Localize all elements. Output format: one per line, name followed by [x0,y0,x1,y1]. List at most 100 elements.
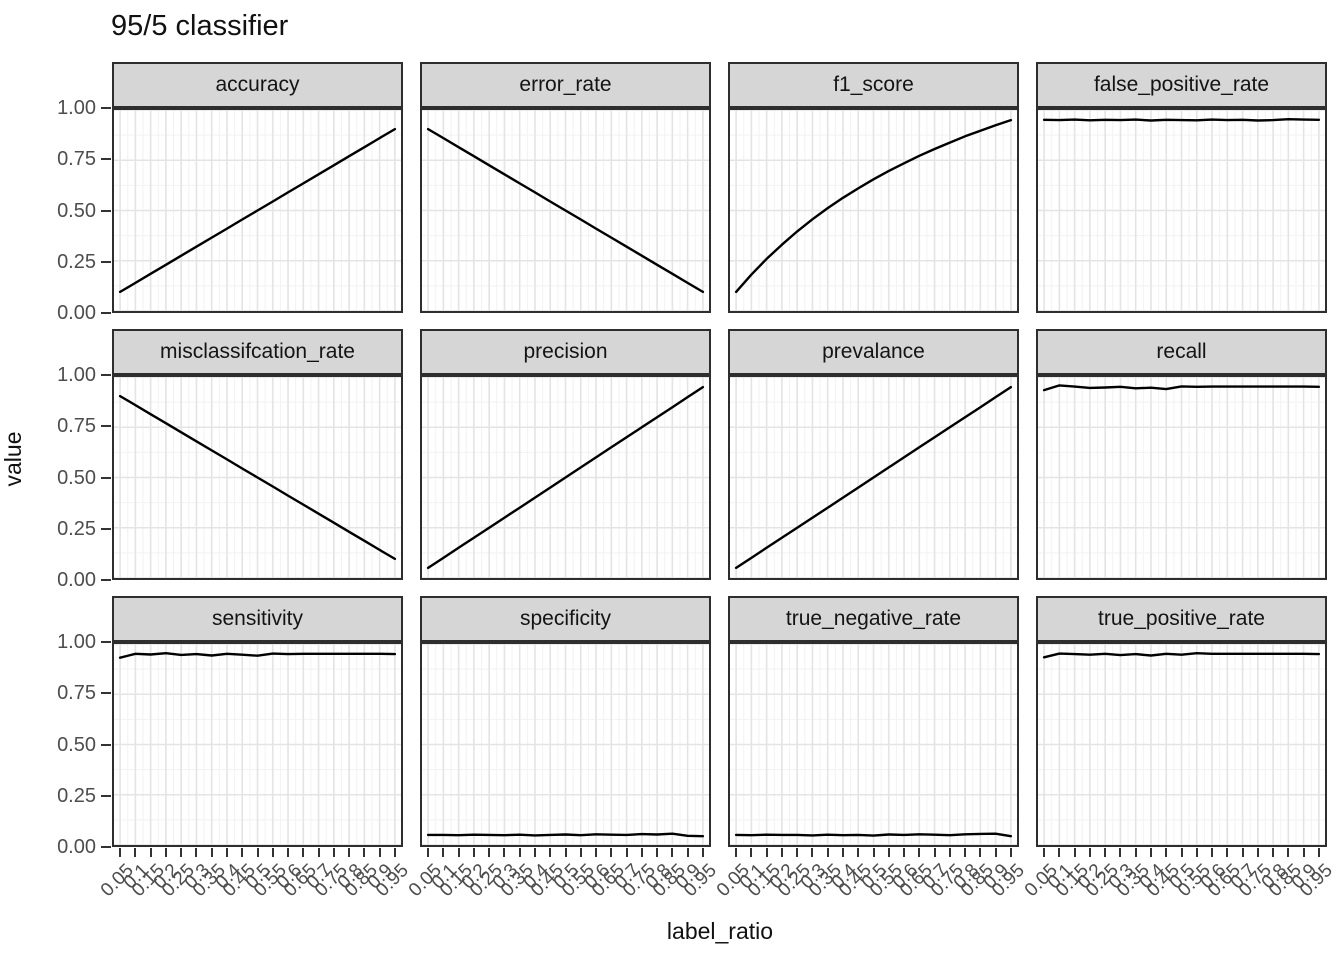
y-tick-label: 0.25 [57,784,96,807]
y-tick-mark [101,260,111,263]
x-tick-mark [271,848,274,857]
facet-panel-error_rate [420,108,711,313]
x-tick-mark [1211,848,1214,857]
facet-strip-true_positive_rate: true_positive_rate [1036,596,1327,642]
x-tick-mark [933,848,936,857]
x-tick-mark [164,848,167,857]
x-tick-mark [701,848,704,857]
facet-strip-sensitivity: sensitivity [112,596,403,642]
x-tick-mark [1195,848,1198,857]
y-tick-mark [101,743,111,746]
y-tick-label: 0.50 [57,733,96,756]
x-tick-mark [1272,848,1275,857]
panel-border [420,375,711,580]
x-tick-mark [302,848,305,857]
x-tick-mark [363,848,366,857]
x-tick-mark [119,848,122,857]
x-tick-mark [503,848,506,857]
panel-border [1036,375,1327,580]
series-line-prevalance [734,385,1013,570]
facet-panel-true_negative_rate [728,642,1019,847]
y-tick-mark [101,794,111,797]
x-tick-mark [241,848,244,857]
facet-strip-label: misclassifcation_rate [160,340,355,363]
x-tick-mark [1180,848,1183,857]
gridlines-major [728,108,1019,313]
facet-panel-accuracy [112,108,403,313]
facet-panel-true_positive_rate [1036,642,1327,847]
x-tick-mark [686,848,689,857]
y-tick-mark [101,425,111,428]
y-tick-label: 0.75 [57,682,96,705]
x-tick-mark [872,848,875,857]
series-line-error_rate [426,127,705,294]
y-tick-label: 0.75 [57,415,96,438]
panel-border [728,642,1019,847]
facet-strip-recall: recall [1036,329,1327,375]
x-tick-mark [549,848,552,857]
series-line-f1_score [734,118,1013,294]
gridlines-major [112,642,403,847]
facet-panel-false_positive_rate [1036,108,1327,313]
y-tick-mark [101,476,111,479]
y-tick-label: 0.00 [57,836,96,858]
facet-strip-prevalance: prevalance [728,329,1019,375]
y-tick-mark [101,107,111,109]
x-tick-mark [134,848,137,857]
panel-border [1036,642,1327,847]
x-tick-mark [671,848,674,857]
gridlines-major [420,108,711,313]
x-tick-mark [994,848,997,857]
series-line-precision [426,385,705,570]
y-tick-mark [101,374,111,376]
x-tick-mark [210,848,213,857]
facet-strip-error_rate: error_rate [420,62,711,108]
x-tick-mark [1149,848,1152,857]
x-tick-mark [149,848,152,857]
x-tick-mark [1165,848,1168,857]
facet-strip-label: recall [1156,340,1207,363]
x-axis-title: label_ratio [666,918,774,944]
x-tick-mark [750,848,753,857]
y-tick-label: 0.25 [57,517,96,540]
gridlines-major [1036,108,1327,313]
series-line-misclassifcation_rate [118,394,397,561]
x-tick-mark [1058,848,1061,857]
y-tick-mark [101,527,111,530]
series-line-true_negative_rate [734,832,1013,838]
gridlines-major [1036,642,1327,847]
facet-panel-specificity [420,642,711,847]
facet-strip-misclassifcation_rate: misclassifcation_rate [112,329,403,375]
facet-panel-precision [420,375,711,580]
x-tick-mark [1302,848,1305,857]
y-tick-mark [101,158,111,161]
x-tick-mark [610,848,613,857]
x-tick-mark [918,848,921,857]
x-tick-mark [256,848,259,857]
x-tick-mark [332,848,335,857]
x-tick-mark [518,848,521,857]
gridlines-major [420,642,711,847]
facet-panel-sensitivity [112,642,403,847]
y-tick-label: 1.00 [57,97,96,119]
x-tick-mark [287,848,290,857]
panel-border [728,375,1019,580]
x-tick-mark [1256,848,1259,857]
panel-border [112,108,403,313]
x-tick-mark [579,848,582,857]
series-line-sensitivity [118,651,397,659]
x-tick-mark [472,848,475,857]
x-tick-mark [378,848,381,857]
facet-strip-true_negative_rate: true_negative_rate [728,596,1019,642]
y-tick-label: 0.00 [57,302,96,324]
facet-panel-f1_score [728,108,1019,313]
x-tick-mark [1073,848,1076,857]
series-line-specificity [426,832,705,838]
y-tick-label: 0.00 [57,569,96,591]
y-tick-label: 1.00 [57,631,96,653]
x-tick-mark [841,848,844,857]
x-tick-mark [1241,848,1244,857]
x-tick-mark [1009,848,1012,857]
y-tick-mark [101,209,111,212]
facet-panel-misclassifcation_rate [112,375,403,580]
